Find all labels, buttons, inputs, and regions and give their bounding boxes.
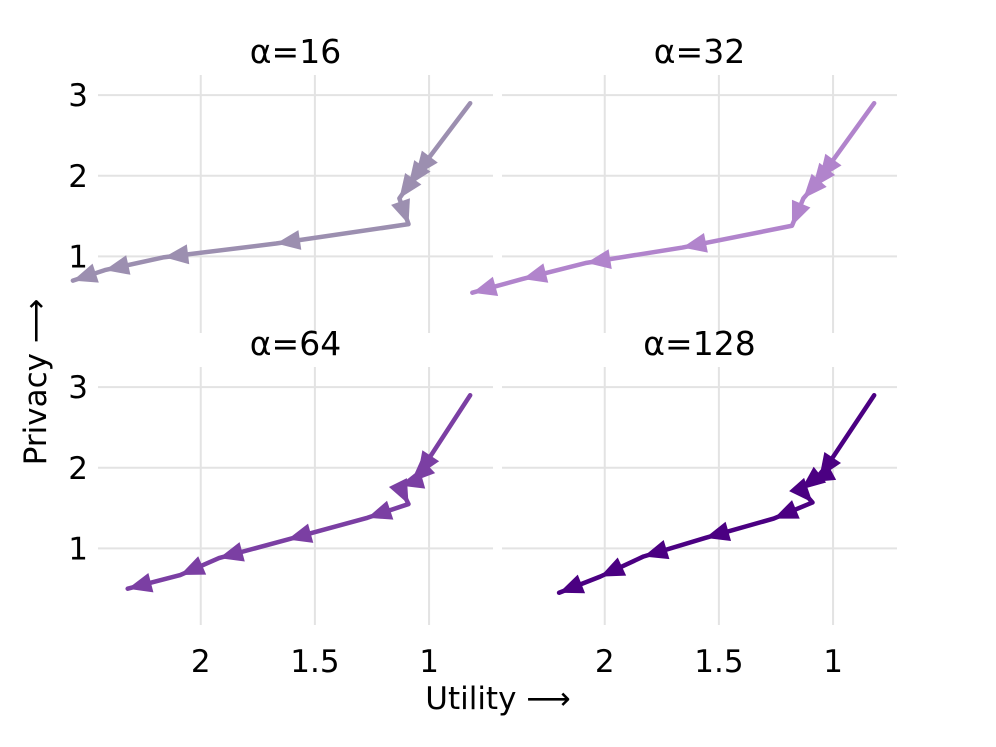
panel-title: α=64 xyxy=(250,324,341,363)
arrowhead-point xyxy=(164,244,190,265)
x-tick-label: 1.5 xyxy=(694,644,743,680)
arrowhead-point xyxy=(682,233,708,253)
arrowhead-point xyxy=(803,173,827,199)
y-tick-label: 1 xyxy=(68,531,88,567)
panel-3: 2 1.5 1 1 2 3 α=64 xyxy=(68,324,493,680)
arrowhead-point xyxy=(773,500,800,519)
arrowhead-point xyxy=(287,523,314,543)
series-line xyxy=(470,100,877,295)
y-tick-label: 3 xyxy=(68,78,88,114)
arrowhead-point xyxy=(472,276,499,297)
y-tick-label: 1 xyxy=(68,239,88,275)
panel-title: α=128 xyxy=(643,324,755,363)
x-tick-label: 1 xyxy=(419,644,439,680)
arrowhead-point xyxy=(705,521,732,542)
arrowhead-point xyxy=(801,466,827,490)
arrowhead-point xyxy=(367,500,394,520)
series-line xyxy=(556,392,877,595)
arrowhead-point xyxy=(408,160,431,186)
x-axis-label: Utility ⟶ xyxy=(425,681,570,717)
panel-title: α=16 xyxy=(250,32,341,71)
panels-group: 1 2 3 α=16 α=32 2 1.5 1 1 2 3 α=64 2 1.5 1 α=128 xyxy=(68,32,897,680)
x-tick-label: 2 xyxy=(191,644,211,680)
y-axis-label: Privacy ⟶ xyxy=(18,299,54,466)
y-tick-label: 2 xyxy=(68,159,88,195)
arrowhead-point xyxy=(276,230,302,250)
arrowhead-point xyxy=(391,198,410,225)
arrowhead-point xyxy=(219,542,245,562)
arrowhead-point xyxy=(180,556,207,576)
panel-4: 2 1.5 1 α=128 xyxy=(502,324,897,680)
arrowhead-point xyxy=(559,574,586,594)
x-tick-label: 2 xyxy=(595,644,615,680)
arrowhead-point xyxy=(789,477,813,503)
arrowhead-point xyxy=(586,249,612,269)
y-tick-label: 3 xyxy=(68,370,88,406)
arrowhead-point xyxy=(643,539,670,560)
arrowhead-point xyxy=(72,263,99,283)
panel-2: α=32 xyxy=(470,32,897,333)
series-line xyxy=(70,100,473,283)
panel-title: α=32 xyxy=(654,32,745,71)
arrowhead-point xyxy=(791,199,811,226)
arrowhead-point xyxy=(399,172,422,199)
arrowhead-point xyxy=(127,572,154,593)
panel-1: 1 2 3 α=16 xyxy=(68,32,493,333)
x-tick-label: 1.5 xyxy=(290,644,339,680)
arrowhead-point xyxy=(600,557,627,577)
arrowhead-point xyxy=(104,255,131,275)
y-tick-label: 2 xyxy=(68,451,88,487)
arrowhead-point xyxy=(522,263,549,283)
x-tick-label: 1 xyxy=(823,644,843,680)
arrowhead-point xyxy=(388,478,409,505)
series-line xyxy=(125,392,473,591)
